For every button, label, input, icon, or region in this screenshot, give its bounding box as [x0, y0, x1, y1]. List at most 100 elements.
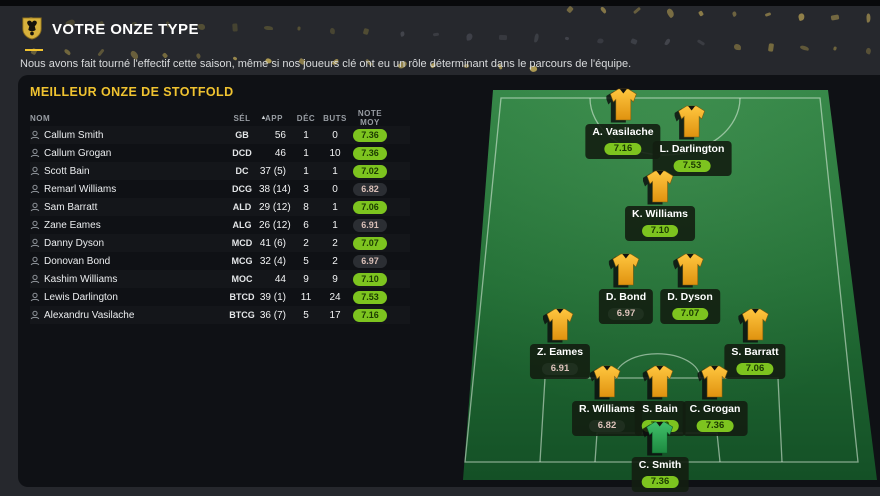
player-label: D. Bond 6.97	[598, 289, 654, 324]
player-shirt-icon	[643, 365, 674, 400]
table-row[interactable]: Callum Smith GB 56 1 0 7.36	[30, 126, 410, 144]
player-face-icon	[30, 148, 44, 158]
player-label: C. Grogan 7.36	[682, 401, 748, 436]
player-appearances: 46	[274, 147, 286, 159]
player-appearances: 37 (5)	[259, 165, 286, 177]
player-appearances: 32 (4)	[259, 255, 286, 267]
pitch-player-goalkeeper[interactable]: C. Smith 7.36	[631, 420, 689, 492]
player-short-name: S. Barratt	[731, 346, 779, 358]
player-rating: 7.36	[347, 128, 393, 142]
player-name: Sam Barratt	[44, 201, 98, 213]
table-row[interactable]: Kashim Williams MOC 44 9 9 7.10	[30, 270, 410, 288]
player-name: Scott Bain	[44, 165, 90, 177]
column-header-sel[interactable]: SÉL ▲	[233, 113, 267, 123]
player-rating-badge: 7.16	[604, 143, 642, 155]
player-short-name: Z. Eames	[536, 346, 584, 358]
player-goals: 0	[332, 183, 338, 195]
player-rating-badge: 7.07	[671, 308, 709, 320]
player-position: BTCD	[229, 292, 255, 302]
table-row[interactable]: Remarl Williams DCG 38 (14) 3 0 6.82	[30, 180, 410, 198]
player-rating: 7.02	[347, 164, 393, 178]
table-row[interactable]: Alexandru Vasilache BTCG 36 (7) 5 17 7.16	[30, 306, 410, 324]
player-position: DCD	[232, 148, 252, 158]
player-face-icon	[30, 166, 44, 176]
rating-badge: 6.97	[353, 254, 387, 268]
player-short-name: A. Vasilache	[592, 126, 654, 138]
pitch-player-outfield[interactable]: R. Williams 6.82	[572, 364, 642, 436]
player-goals: 17	[329, 309, 341, 321]
player-name: Remarl Williams	[44, 183, 117, 195]
player-label: C. Smith 7.36	[631, 457, 689, 492]
column-header-note[interactable]: NOTE MOY	[357, 109, 383, 127]
page-title: VOTRE ONZE TYPE	[52, 21, 199, 38]
table-row[interactable]: Zane Eames ALG 26 (12) 6 1 6.91	[30, 216, 410, 234]
pitch-player-outfield[interactable]: K. Williams 7.10	[625, 169, 695, 241]
player-goals: 2	[332, 255, 338, 267]
player-position: BTCG	[229, 310, 255, 320]
player-face-icon	[30, 310, 44, 320]
player-name: Kashim Williams	[44, 273, 118, 285]
player-goals: 10	[329, 147, 341, 159]
pitch-field	[463, 90, 877, 480]
player-decisive: 9	[303, 273, 309, 285]
player-decisive: 1	[303, 165, 309, 177]
player-label: Z. Eames 6.91	[529, 344, 591, 379]
table-header-row: NOM SÉL ▲ APP DÉC BUTS NOTE MOY	[30, 109, 410, 127]
player-appearances: 38 (14)	[259, 183, 291, 195]
pitch-player-outfield[interactable]: D. Dyson 7.07	[660, 252, 720, 324]
player-rating-badge: 7.06	[736, 363, 774, 375]
player-rating: 7.07	[347, 236, 393, 250]
player-decisive: 1	[303, 147, 309, 159]
player-rating: 7.06	[347, 200, 393, 214]
player-goals: 24	[329, 291, 341, 303]
table-row[interactable]: Donovan Bond MCG 32 (4) 5 2 6.97	[30, 252, 410, 270]
column-header-buts[interactable]: BUTS	[323, 113, 347, 123]
table-row[interactable]: Sam Barratt ALD 29 (12) 8 1 7.06	[30, 198, 410, 216]
formation-pitch: A. Vasilache 7.16 L. Darlington 7.53 K. Will…	[455, 82, 880, 492]
sort-asc-icon: ▲	[260, 114, 267, 121]
column-header-app[interactable]: APP	[265, 113, 283, 123]
column-header-dec[interactable]: DÉC	[296, 113, 316, 123]
player-face-icon	[30, 220, 44, 230]
player-shirt-icon	[642, 170, 674, 205]
player-name: Danny Dyson	[44, 237, 105, 249]
player-rating: 6.91	[347, 218, 393, 232]
player-goals: 2	[332, 237, 338, 249]
player-name: Alexandru Vasilache	[44, 309, 135, 321]
player-short-name: K. Williams	[632, 208, 688, 220]
player-name: Donovan Bond	[44, 255, 111, 267]
player-decisive: 6	[303, 219, 309, 231]
pitch-player-outfield[interactable]: D. Bond 6.97	[598, 252, 654, 324]
rating-badge: 7.07	[353, 236, 387, 250]
table-title: MEILLEUR ONZE DE STOTFOLD	[30, 85, 234, 99]
player-rating: 7.16	[347, 308, 393, 322]
player-appearances: 41 (6)	[259, 237, 286, 249]
player-shirt-icon	[697, 365, 729, 400]
player-decisive: 11	[300, 291, 312, 303]
player-appearances: 26 (12)	[259, 219, 291, 231]
table-row[interactable]: Scott Bain DC 37 (5) 1 1 7.02	[30, 162, 410, 180]
player-name: Lewis Darlington	[44, 291, 118, 303]
player-rating: 6.82	[347, 182, 393, 196]
content-card: MEILLEUR ONZE DE STOTFOLD NOM SÉL ▲ APP D…	[18, 75, 880, 492]
pitch-player-outfield[interactable]: L. Darlington 7.53	[652, 104, 732, 176]
table-row[interactable]: Lewis Darlington BTCD 39 (1) 11 24 7.53	[30, 288, 410, 306]
player-rating: 7.10	[347, 272, 393, 286]
table-row[interactable]: Callum Grogan DCD 46 1 10 7.36	[30, 144, 410, 162]
pitch-player-outfield[interactable]: Z. Eames 6.91	[529, 307, 591, 379]
penalty-arc	[614, 353, 701, 379]
player-rating-badge: 7.36	[641, 476, 679, 488]
player-position: MCD	[231, 238, 253, 248]
pitch-player-outfield[interactable]: A. Vasilache 7.16	[585, 87, 661, 159]
player-position: DCG	[232, 184, 252, 194]
player-rating-badge: 6.82	[588, 420, 626, 432]
pitch-player-outfield[interactable]: C. Grogan 7.36	[682, 364, 748, 436]
table-row[interactable]: Danny Dyson MCD 41 (6) 2 2 7.07	[30, 234, 410, 252]
player-shirt-icon	[675, 105, 706, 140]
pitch-player-outfield[interactable]: S. Barratt 7.06	[724, 307, 786, 379]
player-label: R. Williams 6.82	[572, 401, 642, 436]
rating-badge: 7.53	[353, 290, 387, 304]
player-label: D. Dyson 7.07	[660, 289, 720, 324]
column-header-nom[interactable]: NOM	[30, 113, 51, 123]
player-decisive: 2	[303, 237, 309, 249]
